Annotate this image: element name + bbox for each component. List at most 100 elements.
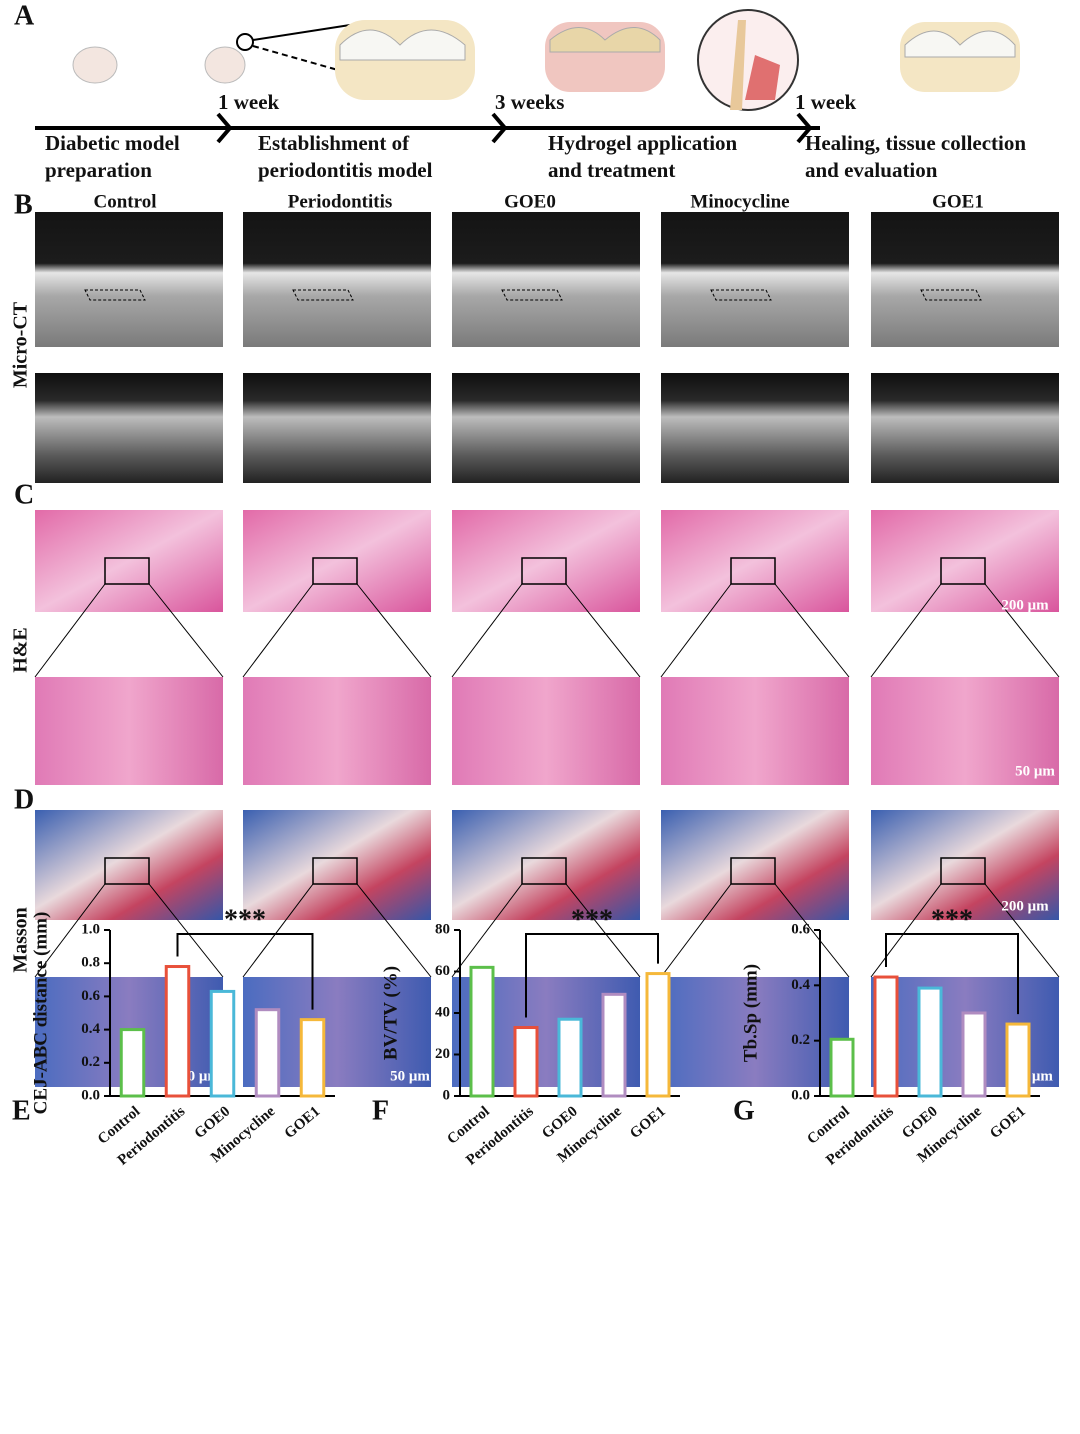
y-tick-label: 0.4	[791, 977, 810, 993]
micrograph	[661, 810, 849, 920]
zoom-box	[104, 557, 150, 585]
zoom-line	[356, 583, 432, 678]
micrograph	[661, 677, 849, 785]
row-label: Masson	[10, 907, 32, 973]
panel-label: D	[14, 784, 34, 815]
significance-bracket	[885, 933, 1019, 1015]
illustrations	[72, 9, 1020, 111]
zoom-line	[242, 883, 314, 978]
bar	[469, 965, 495, 1098]
zoom-line	[565, 883, 641, 978]
timeline: 1 week 3 weeks 1 week Diabetic model prepara…	[35, 90, 1026, 182]
micrograph	[452, 212, 640, 347]
micrograph	[243, 212, 431, 347]
y-tick-label: 0.4	[81, 1021, 100, 1037]
panel-label: G	[733, 1095, 755, 1126]
micrograph	[452, 373, 640, 483]
charts: E CEJ-ABC distance (mm) 0.0 0.2 0.4 0.6 0.8 1.0…	[12, 904, 1040, 1169]
y-axis-label: BV/TV (%)	[380, 966, 401, 1060]
y-tick-label: 60	[435, 963, 450, 979]
significance-bracket	[525, 933, 659, 1018]
micrograph	[35, 212, 223, 347]
stage-label: and treatment	[548, 158, 675, 182]
y-tick-label: 0.2	[81, 1054, 100, 1070]
micrograph	[661, 977, 849, 1087]
y-tick-label: 40	[435, 1004, 450, 1020]
micrograph	[35, 677, 223, 785]
bar	[645, 972, 671, 1098]
y-tick-label: 0.6	[81, 988, 100, 1004]
zoom-line	[984, 883, 1060, 978]
bar	[557, 1017, 583, 1098]
stage-label: and evaluation	[805, 158, 938, 182]
column-label: Control	[94, 191, 157, 212]
roi	[84, 289, 146, 301]
panel-label: E	[12, 1095, 31, 1126]
column-label: GOE1	[932, 191, 984, 212]
micrograph	[243, 677, 431, 785]
zoom-line	[774, 583, 850, 678]
micrograph	[35, 510, 223, 612]
stage-label: Healing, tissue collection	[805, 131, 1026, 155]
x-tick-label: GOE1	[282, 1103, 324, 1142]
bar	[119, 1028, 146, 1098]
y-tick-label: 0	[443, 1087, 451, 1103]
bar	[961, 1011, 987, 1098]
y-tick-label: 1.0	[81, 921, 100, 937]
stage-label: periodontitis model	[258, 158, 433, 182]
significance-label: ***	[571, 904, 613, 935]
zoom-line	[242, 583, 314, 678]
bar	[299, 1018, 326, 1098]
zoom-line	[984, 583, 1060, 678]
y-axis-label: Tb.Sp (mm)	[740, 964, 761, 1062]
x-tick-label: GOE1	[987, 1103, 1029, 1142]
micrograph	[871, 212, 1059, 347]
y-tick-label: 0.2	[791, 1032, 810, 1048]
micrograph	[661, 212, 849, 347]
panel-label: B	[14, 189, 33, 220]
row-label: Micro-CT	[10, 301, 32, 388]
bar	[254, 1008, 281, 1098]
zoom-line	[148, 883, 224, 978]
bar	[601, 992, 627, 1098]
zoom-line	[148, 583, 224, 678]
zoom-line	[660, 583, 732, 678]
row-label: H&E	[10, 627, 32, 673]
micrograph	[871, 810, 1059, 920]
stage-label: Diabetic model	[45, 131, 180, 155]
zoom-box	[104, 857, 150, 885]
micrograph	[871, 510, 1059, 612]
significance-bracket	[176, 933, 314, 1010]
chevron	[216, 112, 233, 144]
bar	[829, 1037, 855, 1098]
y-tick-label: 0.0	[791, 1087, 810, 1103]
micrograph	[871, 677, 1059, 785]
stage-label: Hydrogel application	[548, 131, 738, 155]
micrograph	[35, 810, 223, 920]
significance-label: ***	[224, 904, 266, 935]
zoom-line	[870, 583, 942, 678]
micrograph	[243, 810, 431, 920]
chevron	[491, 112, 508, 144]
zoom-box	[521, 557, 567, 585]
zoom-line	[356, 883, 432, 978]
panel-label: A	[14, 0, 35, 31]
zoom-box	[730, 557, 776, 585]
micrograph	[452, 677, 640, 785]
zoom-box	[521, 857, 567, 885]
bar	[917, 986, 943, 1098]
image-grid: Control Periodontitis GOE0 Minocycline GOE1 M…	[10, 191, 1060, 1087]
panel-label: C	[14, 479, 34, 510]
roi	[710, 289, 772, 301]
scale-bar-label: 200 μm	[1001, 898, 1049, 914]
scale-bar-label: 50 μm	[390, 1068, 430, 1084]
micrograph	[243, 510, 431, 612]
column-label: Minocycline	[690, 191, 789, 212]
zoom-line	[451, 583, 523, 678]
y-tick-label: 80	[435, 921, 450, 937]
significance-label: ***	[931, 904, 973, 935]
bar	[209, 989, 236, 1098]
bar	[164, 965, 191, 1098]
y-tick-label: 0.6	[791, 921, 810, 937]
stage-label: Establishment of	[258, 131, 410, 155]
